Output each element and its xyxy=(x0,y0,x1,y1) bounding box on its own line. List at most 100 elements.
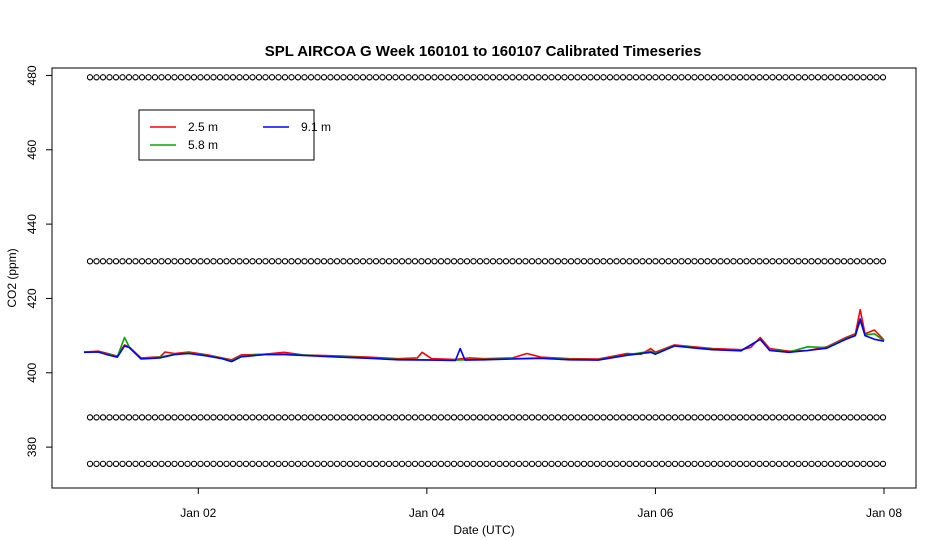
marker-point xyxy=(561,258,568,265)
marker-point xyxy=(320,414,328,421)
marker-point xyxy=(535,74,542,81)
marker-point xyxy=(184,460,191,467)
marker-point xyxy=(645,74,653,81)
marker-point xyxy=(366,460,373,467)
marker-point xyxy=(216,414,224,421)
marker-point xyxy=(372,258,380,265)
marker-point xyxy=(814,460,822,467)
marker-point xyxy=(385,258,393,265)
marker-point xyxy=(860,74,867,81)
marker-point xyxy=(424,74,432,81)
marker-point xyxy=(541,258,549,265)
marker-point xyxy=(710,460,718,467)
marker-point xyxy=(255,258,263,265)
marker-point xyxy=(509,74,516,81)
marker-point xyxy=(431,258,438,265)
marker-point xyxy=(171,258,178,265)
marker-point xyxy=(632,258,640,265)
marker-point xyxy=(99,414,107,421)
marker-point xyxy=(808,258,815,265)
marker-point xyxy=(860,460,867,467)
marker-point xyxy=(613,460,620,467)
marker-point xyxy=(756,258,763,265)
marker-point xyxy=(262,74,269,81)
marker-point xyxy=(489,460,497,467)
marker-point xyxy=(268,258,276,265)
marker-point xyxy=(444,460,451,467)
marker-point xyxy=(392,74,399,81)
marker-point xyxy=(197,74,204,81)
marker-point xyxy=(249,74,256,81)
marker-point xyxy=(93,74,100,81)
marker-point xyxy=(424,258,432,265)
marker-point xyxy=(730,258,737,265)
marker-point xyxy=(749,414,757,421)
marker-point xyxy=(535,414,542,421)
marker-point xyxy=(489,258,497,265)
marker-point xyxy=(704,258,711,265)
marker-point xyxy=(450,258,458,265)
marker-point xyxy=(385,460,393,467)
marker-point xyxy=(125,414,133,421)
marker-point xyxy=(223,258,230,265)
marker-point xyxy=(346,460,354,467)
marker-point xyxy=(138,74,146,81)
marker-point xyxy=(652,460,659,467)
marker-point xyxy=(580,258,588,265)
series-line-2-5-m xyxy=(83,308,885,361)
marker-point xyxy=(333,74,341,81)
marker-point xyxy=(860,258,867,265)
marker-point xyxy=(528,414,536,421)
marker-point xyxy=(112,460,120,467)
y-tick-label: 380 xyxy=(25,437,39,457)
marker-point xyxy=(470,460,477,467)
marker-point xyxy=(847,414,854,421)
marker-point xyxy=(723,258,731,265)
marker-point xyxy=(671,460,679,467)
marker-point xyxy=(736,414,744,421)
marker-point xyxy=(821,74,828,81)
legend-label: 5.8 m xyxy=(188,138,218,152)
marker-point xyxy=(333,414,341,421)
marker-point xyxy=(782,460,789,467)
marker-point xyxy=(658,258,666,265)
marker-point xyxy=(697,258,705,265)
marker-point xyxy=(86,74,94,81)
marker-point xyxy=(249,414,256,421)
marker-point xyxy=(288,414,295,421)
marker-point xyxy=(671,74,679,81)
marker-point xyxy=(658,460,666,467)
marker-point xyxy=(645,460,653,467)
marker-point xyxy=(307,414,315,421)
marker-point xyxy=(632,74,640,81)
marker-point xyxy=(190,258,198,265)
marker-point xyxy=(483,414,490,421)
marker-point xyxy=(860,414,867,421)
marker-point xyxy=(496,74,503,81)
marker-point xyxy=(418,74,425,81)
marker-point xyxy=(775,414,783,421)
marker-point xyxy=(483,460,490,467)
marker-point xyxy=(281,258,289,265)
marker-point xyxy=(359,460,367,467)
marker-point xyxy=(678,74,685,81)
marker-point xyxy=(528,74,536,81)
marker-point xyxy=(489,74,497,81)
marker-point xyxy=(541,460,549,467)
marker-point xyxy=(229,460,237,467)
marker-point xyxy=(684,460,692,467)
marker-point xyxy=(431,74,438,81)
marker-point xyxy=(379,414,386,421)
marker-point xyxy=(684,258,692,265)
marker-point xyxy=(834,74,841,81)
marker-point xyxy=(580,74,588,81)
marker-point xyxy=(509,258,516,265)
marker-point xyxy=(314,460,321,467)
marker-point xyxy=(626,74,633,81)
marker-point xyxy=(704,460,711,467)
marker-point xyxy=(457,74,464,81)
marker-point xyxy=(827,74,835,81)
marker-point xyxy=(229,258,237,265)
marker-point xyxy=(801,460,809,467)
marker-point xyxy=(827,258,835,265)
